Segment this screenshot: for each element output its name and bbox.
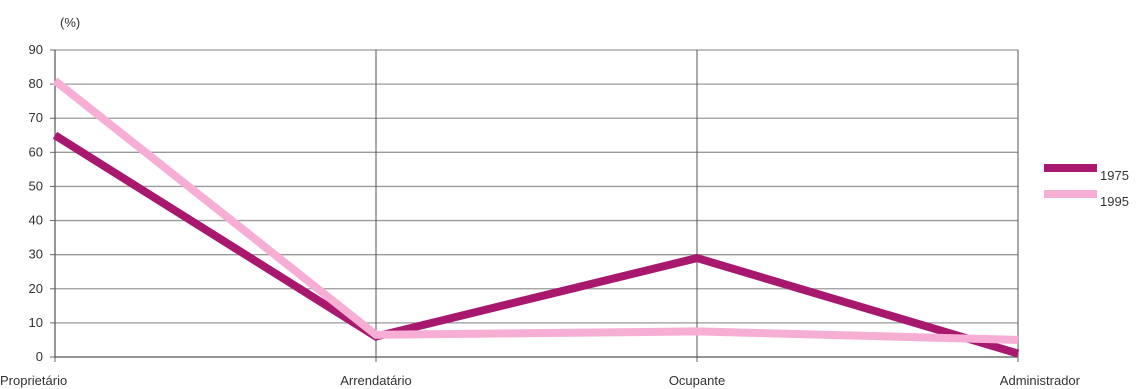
y-tick-label: 30 [29,247,43,262]
y-tick-label: 0 [36,349,43,364]
x-tick-label: Administrador [1000,373,1081,388]
x-tick-label: Proprietário [0,373,67,388]
series-line-1995 [52,77,1019,344]
legend-label-1995: 1995 [1100,194,1129,209]
legend-label-1975: 1975 [1100,168,1129,183]
y-tick-label: 50 [29,178,43,193]
x-tick-label: Arrendatário [340,373,412,388]
y-tick-label: 80 [29,76,43,91]
grid [55,49,1019,357]
y-tick-label: 10 [29,315,43,330]
series-lines [52,77,1020,358]
x-axis-ticks: Proprietário Arrendatário Ocupante Administ… [0,373,1081,388]
y-tick-label: 20 [29,281,43,296]
y-tick-label: 70 [29,110,43,125]
y-axis-ticks: 0 10 20 30 40 50 60 70 80 90 [29,42,43,364]
axes [50,49,1019,362]
y-tick-label: 90 [29,42,43,57]
x-tick-label: Ocupante [669,373,725,388]
y-unit-label: (%) [60,15,80,30]
y-tick-label: 60 [29,144,43,159]
series-line-1975 [52,131,1020,358]
legend: 1975 1995 [1044,164,1129,209]
y-tick-label: 40 [29,213,43,228]
